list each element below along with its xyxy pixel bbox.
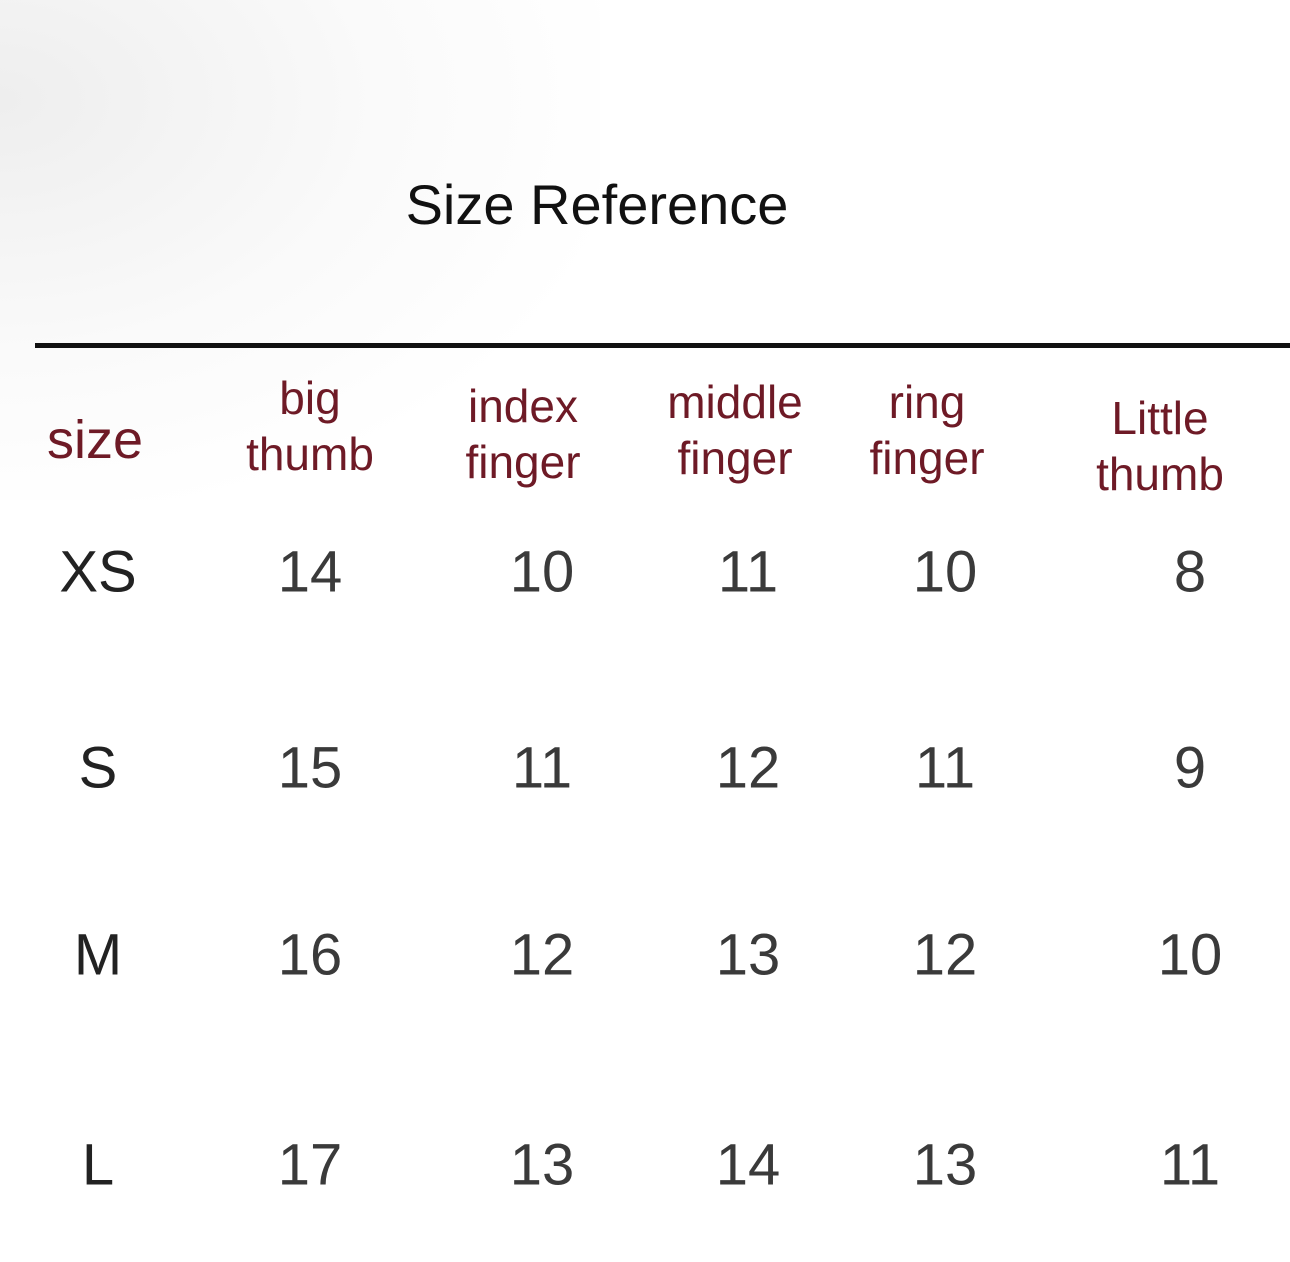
header-line: middle	[667, 376, 803, 428]
table-cell: 8	[1173, 539, 1207, 605]
table-cell: 11	[511, 735, 573, 801]
table-cell: 10	[1157, 922, 1223, 988]
header-middle-finger: middle finger	[667, 374, 803, 486]
header-ring-finger: ring finger	[869, 374, 984, 486]
table-cell: 14	[715, 1132, 781, 1198]
table-cell: 13	[715, 922, 781, 988]
size-label: XS	[59, 539, 137, 605]
header-index-finger: index finger	[465, 378, 580, 490]
header-line: finger	[465, 436, 581, 488]
table-cell: 11	[914, 735, 976, 801]
table-cell: 12	[715, 735, 781, 801]
page-title: Size Reference	[405, 173, 789, 236]
header-line: finger	[869, 432, 985, 484]
table-cell: 11	[1159, 1132, 1221, 1198]
table-cell: 12	[509, 922, 575, 988]
background-shade	[0, 0, 600, 500]
table-cell: 10	[912, 539, 978, 605]
header-little-thumb: Little thumb	[1096, 390, 1224, 502]
header-line: finger	[677, 432, 793, 484]
table-cell: 10	[509, 539, 575, 605]
header-size: size	[46, 410, 144, 470]
header-line: Little	[1111, 392, 1209, 444]
table-cell: 16	[277, 922, 343, 988]
header-big-thumb: big thumb	[246, 370, 374, 482]
header-line: thumb	[1096, 448, 1224, 500]
table-cell: 13	[912, 1132, 978, 1198]
table-cell: 9	[1173, 735, 1207, 801]
table-cell: 11	[717, 539, 779, 605]
header-line: thumb	[246, 428, 374, 480]
table-cell: 15	[277, 735, 343, 801]
table-cell: 13	[509, 1132, 575, 1198]
table-cell: 12	[912, 922, 978, 988]
size-label: L	[81, 1132, 115, 1198]
header-line: index	[468, 380, 578, 432]
size-label: S	[78, 735, 118, 801]
size-label: M	[73, 922, 123, 988]
table-cell: 14	[277, 539, 343, 605]
header-line: big	[279, 372, 341, 424]
header-divider	[35, 343, 1290, 348]
table-cell: 17	[277, 1132, 343, 1198]
header-line: ring	[888, 376, 966, 428]
